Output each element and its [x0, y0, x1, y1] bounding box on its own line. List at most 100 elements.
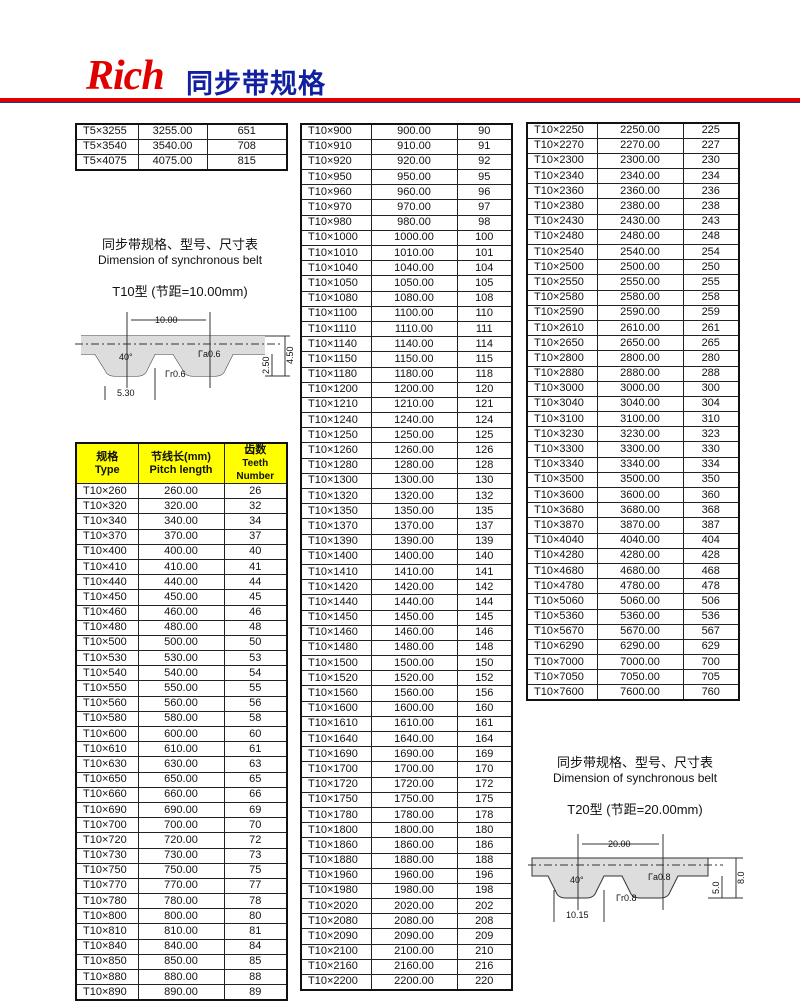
table-row: T10×2590 2590.00 259 — [526, 304, 740, 321]
table-cell: T10×540 — [75, 665, 139, 682]
table-cell: 95 — [456, 169, 513, 186]
table-cell: T10×3100 — [526, 411, 598, 428]
table-row: T10×950 950.00 95 — [300, 169, 513, 186]
table-row: T10×2500 2500.00 250 — [526, 259, 740, 276]
page-title: 同步带规格 — [186, 69, 326, 100]
table-cell: 75 — [223, 862, 288, 879]
table-cell: T10×2200 — [300, 973, 372, 991]
table-cell: 114 — [456, 336, 513, 353]
table-cell: 1400.00 — [370, 548, 458, 565]
table-cell: T10×1000 — [300, 229, 372, 247]
table-cell: 3000.00 — [596, 380, 684, 397]
t10-table-3: T10×2250 2250.00 225 T10×2270 2270.00 227 T10×… — [526, 122, 740, 702]
table-cell: 3340.00 — [596, 456, 684, 473]
table-cell: 259 — [682, 304, 740, 321]
table-row: T10×7000 7000.00 700 — [526, 654, 740, 671]
table-row: T10×1280 1280.00 128 — [300, 457, 513, 474]
table-cell: 404 — [682, 532, 740, 549]
table-cell: T10×970 — [300, 199, 372, 216]
table-cell: T10×1960 — [300, 867, 372, 884]
angle-dim: 40° — [119, 352, 133, 362]
table-cell: 32 — [223, 498, 288, 515]
table-cell: 225 — [682, 122, 740, 139]
table-cell: 1880.00 — [370, 852, 458, 869]
table-row: T10×730 730.00 73 — [75, 847, 288, 864]
table-row: T10×3340 3340.00 334 — [526, 456, 740, 473]
table-cell: 3600.00 — [596, 486, 684, 504]
table-cell: T10×1780 — [300, 806, 372, 824]
table-row: T10×3300 3300.00 330 — [526, 441, 740, 458]
table-row: T10×560 560.00 56 — [75, 695, 288, 712]
table-cell: 1240.00 — [370, 412, 458, 429]
col-length: 节线长(mm) Pitch length — [137, 442, 225, 484]
table-cell: 96 — [456, 184, 513, 201]
table-cell: T10×2590 — [526, 304, 598, 321]
table-cell: 720.00 — [137, 832, 225, 849]
table-row: T10×2800 2800.00 280 — [526, 350, 740, 367]
table-cell: T10×1110 — [300, 320, 372, 338]
table-cell: 1010.00 — [370, 244, 458, 262]
table-cell: T10×1080 — [300, 290, 372, 307]
table-cell: T10×2550 — [526, 274, 598, 291]
table-cell: 1320.00 — [370, 487, 458, 505]
table-cell: T10×770 — [75, 877, 139, 895]
table-cell: 26 — [223, 482, 288, 500]
table-cell: 2090.00 — [370, 928, 458, 945]
table-cell: 5360.00 — [596, 608, 684, 625]
table-cell: T10×600 — [75, 725, 139, 743]
table-cell: 1610.00 — [370, 715, 458, 733]
table-cell: 92 — [456, 153, 513, 171]
table-cell: T10×2650 — [526, 335, 598, 352]
table-row: T10×2610 2610.00 261 — [526, 319, 740, 337]
table-cell: 1100.00 — [370, 305, 458, 322]
table-cell: T10×1400 — [300, 548, 372, 565]
table-cell: T10×2160 — [300, 958, 372, 976]
table-cell: 360 — [682, 486, 740, 504]
table-cell: 450.00 — [137, 589, 225, 606]
table-cell: 4780.00 — [596, 578, 684, 595]
table-row: T10×690 690.00 69 — [75, 801, 288, 819]
table-cell: 236 — [682, 183, 740, 200]
table-cell: 651 — [206, 123, 288, 140]
type-label: T20型 (节距=20.00mm) — [567, 802, 703, 817]
table-row: T10×2270 2270.00 227 — [526, 137, 740, 154]
table-cell: 3540.00 — [137, 138, 208, 155]
table-cell: 50 — [223, 634, 288, 652]
table-cell: 105 — [456, 275, 513, 292]
table-cell: T10×2540 — [526, 243, 598, 261]
table-cell: T10×5670 — [526, 623, 598, 640]
table-cell: T5×3255 — [75, 123, 139, 140]
table-cell: 2340.00 — [596, 168, 684, 185]
table-row: T10×2880 2880.00 288 — [526, 365, 740, 382]
table-cell: T10×1280 — [300, 457, 372, 474]
table-row: T10×880 880.00 88 — [75, 968, 288, 986]
table-row: T10×980 980.00 98 — [300, 214, 513, 231]
table-row: T10×850 850.00 85 — [75, 953, 288, 971]
table-cell: T10×1010 — [300, 244, 372, 262]
table-cell: 2550.00 — [596, 274, 684, 291]
table-cell: T10×1390 — [300, 533, 372, 550]
table-cell: 142 — [456, 579, 513, 596]
table-row: T10×1040 1040.00 104 — [300, 260, 513, 277]
table-cell: 2080.00 — [370, 913, 458, 930]
table-cell: 4040.00 — [596, 532, 684, 549]
table-cell: T10×1720 — [300, 776, 372, 793]
table-row: T10×2300 2300.00 230 — [526, 152, 740, 170]
table-row: T10×1440 1440.00 144 — [300, 594, 513, 611]
table-cell: 2160.00 — [370, 958, 458, 976]
table-cell: 111 — [456, 320, 513, 338]
table-cell: T10×1450 — [300, 609, 372, 626]
table-row: T10×1240 1240.00 124 — [300, 412, 513, 429]
table-row: T10×260 260.00 26 — [75, 482, 288, 500]
table-cell: 815 — [206, 153, 288, 171]
table-row: T10×2360 2360.00 236 — [526, 183, 740, 200]
table-cell: 2020.00 — [370, 898, 458, 915]
table-cell: 770.00 — [137, 877, 225, 895]
table-cell: 580.00 — [137, 710, 225, 728]
table-cell: T10×340 — [75, 513, 139, 530]
table-cell: 1050.00 — [370, 275, 458, 292]
table-cell: 288 — [682, 365, 740, 382]
table-row: T10×1050 1050.00 105 — [300, 275, 513, 292]
table-cell: 186 — [456, 837, 513, 854]
table-cell: 7000.00 — [596, 654, 684, 671]
